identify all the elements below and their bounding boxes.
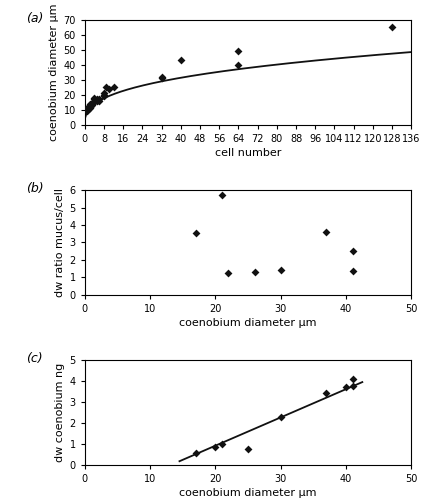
Point: [218, 192, 225, 200]
Y-axis label: dw ratio mucus/cell: dw ratio mucus/cell: [56, 188, 65, 297]
X-axis label: cell number: cell number: [215, 148, 281, 158]
Point: [245, 446, 251, 454]
Point: [86, 104, 93, 112]
Point: [86, 103, 93, 111]
Point: [323, 228, 330, 236]
Point: [93, 96, 100, 104]
Point: [212, 443, 219, 451]
Point: [218, 440, 225, 448]
Point: [277, 266, 284, 274]
Point: [89, 102, 95, 110]
Point: [84, 104, 91, 112]
Point: [86, 100, 93, 108]
Point: [100, 92, 107, 100]
Point: [91, 98, 98, 106]
Point: [91, 96, 98, 104]
Point: [235, 61, 242, 69]
Point: [89, 100, 95, 108]
Text: (a): (a): [26, 12, 43, 24]
Point: [235, 48, 242, 56]
Point: [192, 229, 199, 237]
X-axis label: coenobium diameter μm: coenobium diameter μm: [179, 488, 317, 498]
Point: [349, 268, 356, 276]
Point: [91, 94, 98, 102]
X-axis label: coenobium diameter μm: coenobium diameter μm: [179, 318, 317, 328]
Point: [84, 108, 91, 116]
Point: [349, 382, 356, 390]
Point: [389, 24, 396, 32]
Point: [96, 96, 103, 104]
Point: [277, 412, 284, 420]
Point: [106, 85, 112, 93]
Point: [100, 90, 107, 98]
Point: [158, 73, 165, 81]
Text: (b): (b): [26, 182, 44, 194]
Y-axis label: dw coenobium ng: dw coenobium ng: [56, 363, 65, 462]
Point: [225, 269, 232, 277]
Point: [343, 384, 349, 392]
Point: [103, 84, 110, 92]
Point: [349, 375, 356, 383]
Point: [251, 268, 258, 276]
Point: [91, 97, 98, 105]
Point: [93, 97, 100, 105]
Point: [86, 102, 93, 110]
Point: [158, 74, 165, 82]
Y-axis label: coenobium diameter μm: coenobium diameter μm: [49, 4, 59, 141]
Point: [96, 97, 103, 105]
Point: [349, 247, 356, 255]
Point: [100, 91, 107, 99]
Point: [323, 388, 330, 396]
Point: [110, 84, 117, 92]
Point: [84, 106, 91, 114]
Point: [192, 450, 199, 458]
Point: [177, 56, 184, 64]
Text: (c): (c): [26, 352, 43, 364]
